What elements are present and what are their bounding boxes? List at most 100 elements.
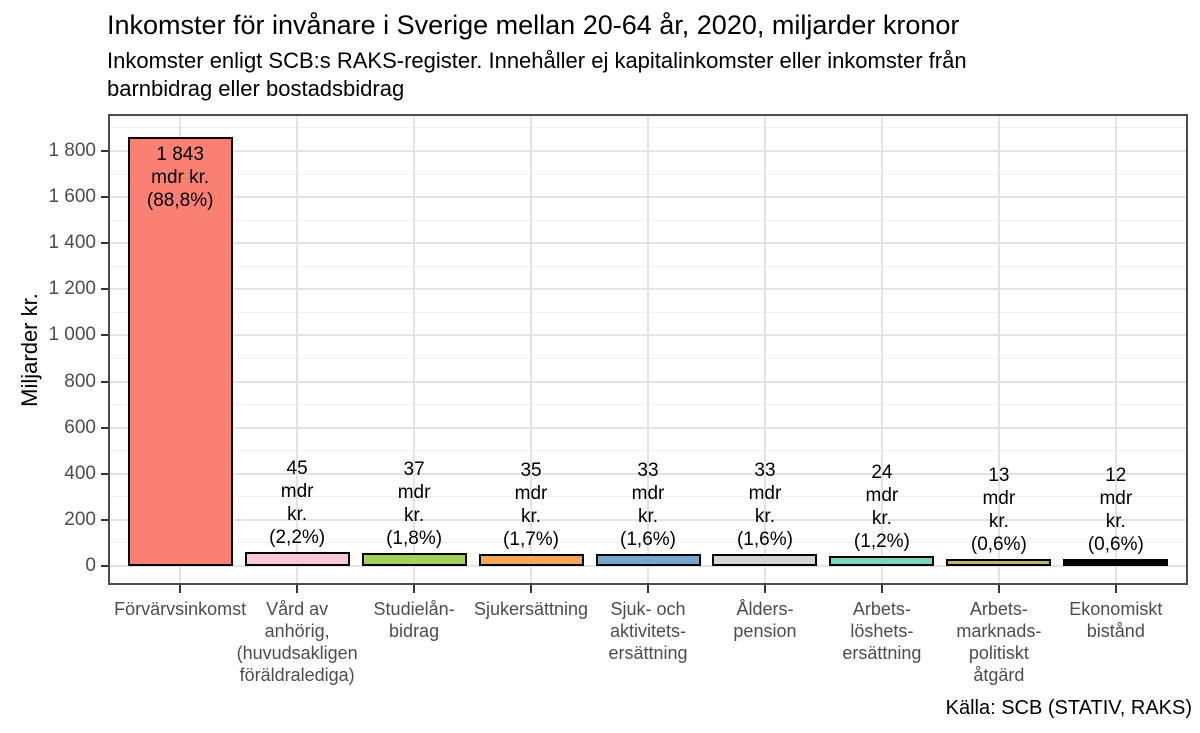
bar-value-label-line: mdr kr. — [151, 167, 210, 189]
x-axis-tick — [1114, 585, 1117, 593]
bar-value-label-line: mdr — [865, 485, 899, 507]
bar-value-label-line: mdr — [280, 480, 314, 502]
bar — [1063, 559, 1169, 566]
plot-panel: 1 843 mdr kr. (88,8%) 45 mdr kr. (2,2%) 37 mdr kr… — [108, 114, 1188, 585]
bar-value-label-line: 33 — [637, 460, 659, 482]
x-tick-label: Förvärvsinkomst — [98, 598, 262, 620]
bar-value-label: 24 mdr kr. (1,2%) — [854, 461, 910, 553]
bar-value-label: 35 mdr kr. (1,7%) — [503, 459, 559, 551]
y-axis-tick — [101, 288, 108, 291]
x-tick-label-line: föräldralediga) — [239, 665, 355, 685]
y-tick-label: 1 000 — [48, 324, 96, 346]
x-tick-label-line: Vård av — [266, 599, 329, 619]
bar-value-label: 33 mdr kr. (1,6%) — [620, 459, 676, 551]
y-tick-label: 1 800 — [48, 139, 96, 161]
x-axis-tick — [647, 585, 649, 593]
y-tick-label: 1 200 — [48, 278, 96, 300]
x-tick-label-line: Sjukersättning — [473, 599, 589, 619]
bar-value-label-line: 1 843 — [156, 144, 204, 166]
x-tick-label-line: (huvudsakligen — [236, 643, 358, 663]
y-axis-tick — [101, 149, 108, 152]
y-axis-tick — [101, 380, 108, 383]
bar-value-label-line: (1,8%) — [386, 528, 443, 550]
gridline-major-vertical — [647, 116, 649, 583]
x-tick-label: Sjukersättning — [449, 598, 613, 620]
bar-value-label-line: (1,7%) — [503, 528, 560, 550]
bar-value-label-line: (1,6%) — [620, 529, 676, 551]
x-tick-label: Studielån-bidrag — [332, 598, 496, 642]
bar-value-label-line: 35 — [520, 459, 542, 481]
bar-value-label-line: kr. — [404, 505, 425, 527]
x-tick-label: Arbets-löshets-ersättning — [800, 598, 964, 664]
gridline-major-vertical — [413, 116, 416, 583]
y-tick-label: 1 400 — [48, 232, 96, 254]
bar-value-label-line: (88,8%) — [146, 190, 214, 212]
bar-value-label-line: kr. — [754, 506, 775, 528]
x-tick-label-line: Sjuk- och — [610, 599, 686, 619]
gridline-major-vertical — [763, 116, 766, 583]
y-tick-label: 1 600 — [48, 186, 96, 208]
bar-value-label-line: mdr — [748, 483, 782, 505]
bar-value-label: 33 mdr kr. (1,6%) — [737, 459, 793, 551]
x-tick-label-line: marknads- — [956, 621, 1042, 641]
bar — [127, 137, 233, 566]
x-tick-label-line: Förvärvsinkomst — [114, 599, 247, 619]
bar-value-label-line: kr. — [287, 503, 308, 525]
bar-value-label-line: 45 — [286, 457, 308, 479]
gridline-major-vertical — [530, 116, 533, 583]
x-tick-label-line: aktivitets- — [609, 621, 687, 641]
gridline-major-vertical — [880, 116, 883, 583]
x-tick-label: Arbets-marknads-politiskt åtgärd — [917, 598, 1081, 686]
y-axis-tick — [101, 518, 108, 521]
gridline-major-vertical — [296, 116, 299, 583]
bar-value-label-line: 37 — [403, 459, 425, 481]
bar-value-label-line: mdr — [982, 488, 1016, 509]
bar-value-label-line: mdr — [1099, 488, 1133, 510]
y-axis-tick — [101, 426, 108, 429]
x-tick-label-line: ersättning — [608, 643, 688, 663]
bar-value-label-line: kr. — [988, 511, 1009, 532]
x-axis-tick — [763, 585, 766, 593]
x-tick-label-line: bidrag — [389, 621, 440, 641]
chart-subtitle-line-2: barnbidrag eller bostadsbidrag — [107, 76, 405, 101]
bar-value-label-line: kr. — [1105, 511, 1126, 533]
bar-value-label-line: (0,6%) — [970, 534, 1027, 555]
bar-value-label: 45 mdr kr. (2,2%) — [269, 457, 325, 549]
chart-subtitle: Inkomster enligt SCB:s RAKS-register. In… — [107, 47, 967, 103]
gridline-major-vertical — [1114, 116, 1117, 583]
gridline-major-vertical — [997, 116, 1000, 583]
x-tick-label-line: Studielån- — [373, 599, 455, 619]
bar-value-label-line: kr. — [637, 506, 659, 528]
x-tick-label-line: bistånd — [1086, 621, 1145, 641]
y-tick-label: 0 — [85, 555, 96, 576]
y-axis-tick — [101, 196, 108, 199]
x-tick-label-line: Ålders- — [736, 599, 794, 619]
x-tick-label-line: pension — [733, 621, 797, 641]
bar — [361, 553, 467, 566]
x-tick-label-line: löshets- — [850, 621, 914, 641]
x-tick-label: Vård av anhörig, (huvudsakligen föräldraled… — [215, 598, 379, 686]
x-axis-tick — [997, 585, 1000, 593]
y-axis-tick — [101, 334, 108, 337]
bar-value-label-line: 13 — [988, 465, 1010, 486]
x-tick-label-line: åtgärd — [973, 665, 1025, 685]
y-tick-label: 800 — [64, 370, 96, 392]
y-axis-tick — [101, 565, 108, 567]
bar-value-label-line: (0,6%) — [1087, 534, 1144, 556]
y-tick-label: 200 — [64, 508, 96, 530]
bar-value-label-line: kr. — [521, 505, 542, 527]
bar — [712, 554, 818, 566]
bar-value-label-line: (2,2%) — [269, 526, 326, 548]
bar-value-label-line: mdr — [397, 482, 431, 504]
bar-value-label: 37 mdr kr. (1,8%) — [386, 458, 442, 550]
bar-value-label-line: kr. — [871, 508, 892, 530]
x-tick-label-line: politiskt — [968, 643, 1029, 663]
bar-value-label-line: (1,6%) — [736, 529, 793, 551]
bar-value-label-line: (1,2%) — [853, 531, 910, 553]
x-axis-tick — [530, 585, 533, 593]
bar-value-label-line: mdr — [631, 483, 665, 505]
chart-title: Inkomster för invånare i Sverige mellan … — [107, 10, 960, 40]
bar — [946, 559, 1052, 566]
y-axis-tick — [101, 242, 108, 245]
